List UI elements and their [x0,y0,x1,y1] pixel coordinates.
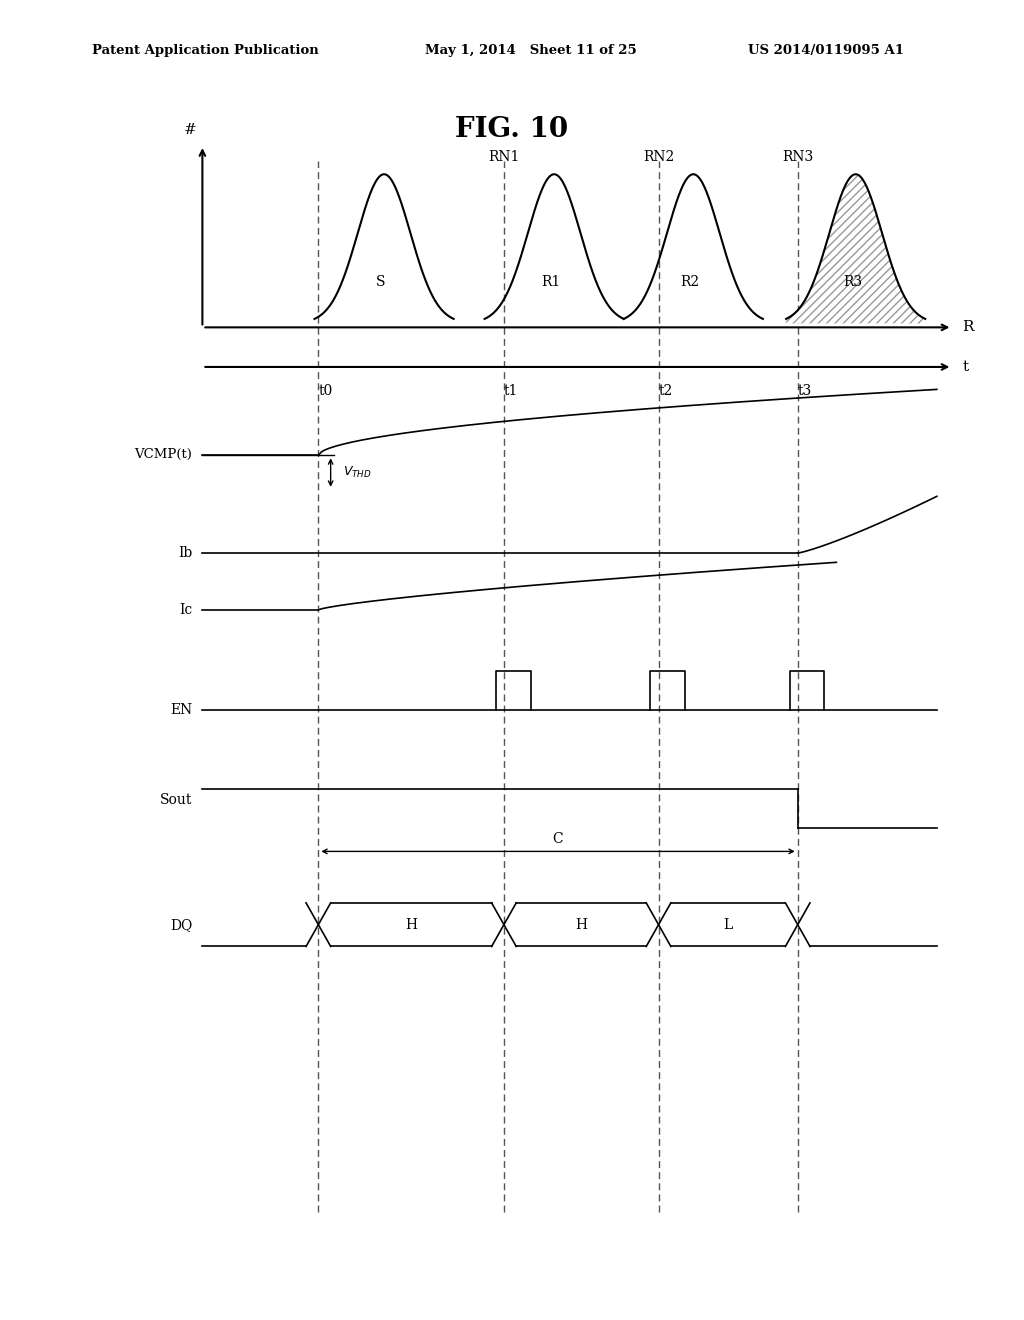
Text: Sout: Sout [160,793,193,807]
Text: C: C [553,832,563,846]
Text: S: S [376,275,386,289]
Text: H: H [575,917,587,932]
Text: #: # [183,123,197,137]
Text: FIG. 10: FIG. 10 [456,116,568,143]
Text: RN3: RN3 [782,149,813,164]
Text: t2: t2 [658,384,673,399]
Text: VCMP(t): VCMP(t) [134,447,193,461]
Text: Ib: Ib [178,546,193,560]
Text: Ic: Ic [179,603,193,616]
Text: R1: R1 [542,275,561,289]
Text: R2: R2 [681,275,699,289]
Text: Patent Application Publication: Patent Application Publication [92,44,318,57]
Text: t3: t3 [798,384,812,399]
Text: t0: t0 [318,384,333,399]
Text: t1: t1 [504,384,518,399]
Text: RN2: RN2 [643,149,674,164]
Text: L: L [724,917,733,932]
Text: May 1, 2014   Sheet 11 of 25: May 1, 2014 Sheet 11 of 25 [425,44,637,57]
Text: RN1: RN1 [488,149,519,164]
Text: R3: R3 [843,275,862,289]
Text: H: H [406,917,417,932]
Text: R: R [963,321,974,334]
Text: EN: EN [170,704,193,717]
Text: $V_{THD}$: $V_{THD}$ [343,465,372,480]
Text: US 2014/0119095 A1: US 2014/0119095 A1 [748,44,903,57]
Polygon shape [786,174,926,323]
Text: t: t [963,360,969,374]
Text: DQ: DQ [170,917,193,932]
